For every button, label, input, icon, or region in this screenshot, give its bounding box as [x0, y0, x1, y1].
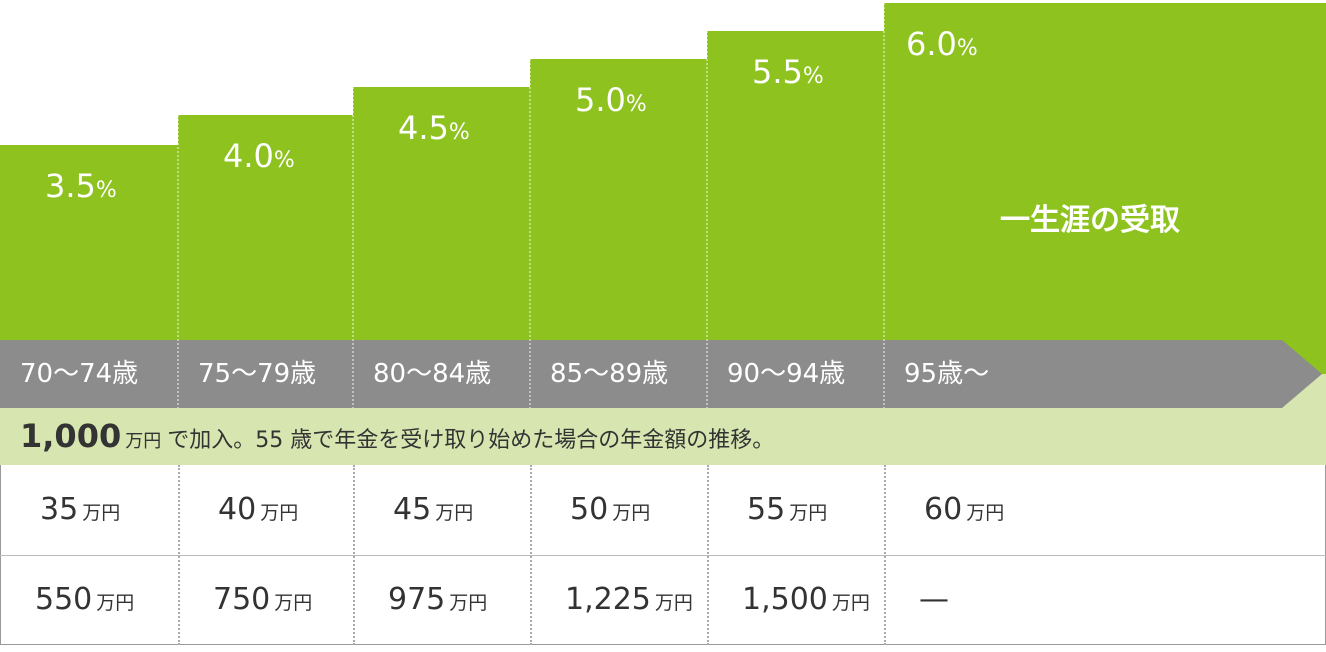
table-divider — [353, 465, 355, 645]
rate: 4.0% — [223, 137, 295, 175]
rate-unit: % — [802, 64, 824, 89]
age-label: 70〜74歳 — [20, 359, 139, 389]
total-unit: 万円 — [274, 592, 313, 614]
total-value: 750 — [213, 582, 271, 617]
table-divider — [178, 465, 180, 645]
rate-unit: % — [448, 120, 470, 145]
age-band — [0, 340, 1322, 408]
step — [178, 115, 353, 340]
total-unit: 万円 — [449, 592, 488, 614]
step — [884, 3, 1326, 374]
rate: 5.5% — [752, 53, 824, 91]
rate-value: 4.0 — [223, 137, 274, 175]
table-divider — [884, 465, 886, 645]
total-amount: 975 万円 — [388, 555, 487, 648]
caption-unit: 万円 — [125, 431, 162, 452]
rate-value: 5.5 — [752, 53, 803, 91]
caption-amount: 1,000 — [20, 417, 122, 455]
annual-amount: 35 万円 — [40, 465, 120, 558]
row-divider — [0, 555, 1326, 556]
annual-value: 50 — [570, 492, 609, 527]
annual-amount: 45 万円 — [393, 465, 473, 558]
age-label: 85〜89歳 — [550, 359, 669, 389]
age-label: 80〜84歳 — [373, 359, 492, 389]
annual-amount: 55 万円 — [747, 465, 827, 558]
annual-unit: 万円 — [966, 502, 1005, 524]
total-value: 975 — [388, 582, 446, 617]
rate: 3.5% — [45, 167, 117, 205]
total-unit: 万円 — [96, 592, 135, 614]
rate-unit: % — [273, 148, 295, 173]
annual-value: 55 — [747, 492, 786, 527]
annual-value: 60 — [924, 492, 963, 527]
step — [530, 59, 707, 340]
rate-value: 5.0 — [575, 81, 626, 119]
steps-graphic — [0, 3, 1326, 408]
annual-unit: 万円 — [789, 502, 828, 524]
table-divider — [707, 465, 709, 645]
total-value: 1,225 — [565, 582, 651, 617]
rate: 5.0% — [575, 81, 647, 119]
rate: 6.0% — [906, 25, 978, 63]
rate-unit: % — [625, 92, 647, 117]
annual-value: 35 — [40, 492, 79, 527]
step — [0, 145, 178, 340]
step — [707, 31, 884, 340]
rate-value: 6.0 — [906, 25, 957, 63]
rate-unit: % — [95, 178, 117, 203]
total-unit: 万円 — [831, 592, 870, 614]
total-value: 1,500 — [742, 582, 828, 617]
rate-value: 3.5 — [45, 167, 96, 205]
annual-unit: 万円 — [435, 502, 474, 524]
total-amount: 1,500 万円 — [742, 555, 870, 648]
total-amount: — — [919, 555, 949, 645]
caption: 1,000 万円 で加入。55 歳で年金を受け取り始めた場合の年金額の推移。 — [20, 408, 774, 465]
total-value: — — [919, 582, 949, 617]
annual-amount: 50 万円 — [570, 465, 650, 558]
annual-value: 40 — [218, 492, 257, 527]
annual-unit: 万円 — [82, 502, 121, 524]
annual-value: 45 — [393, 492, 432, 527]
total-amount: 750 万円 — [213, 555, 312, 648]
annual-unit: 万円 — [260, 502, 299, 524]
step — [353, 87, 530, 340]
age-label: 75〜79歳 — [198, 359, 317, 389]
annual-amount: 40 万円 — [218, 465, 298, 558]
age-label: 95歳〜 — [904, 359, 990, 389]
total-value: 550 — [35, 582, 93, 617]
total-amount: 550 万円 — [35, 555, 134, 648]
rate: 4.5% — [398, 109, 470, 147]
annual-unit: 万円 — [612, 502, 651, 524]
total-unit: 万円 — [654, 592, 693, 614]
age-label: 90〜94歳 — [727, 359, 846, 389]
table-divider — [530, 465, 532, 645]
rate-unit: % — [956, 36, 978, 61]
annual-amount: 60 万円 — [924, 465, 1004, 558]
caption-text: で加入。55 歳で年金を受け取り始めた場合の年金額の推移。 — [167, 428, 775, 453]
rate-value: 4.5 — [398, 109, 449, 147]
lifetime-label: 一生涯の受取 — [1000, 203, 1180, 238]
total-amount: 1,225 万円 — [565, 555, 693, 648]
